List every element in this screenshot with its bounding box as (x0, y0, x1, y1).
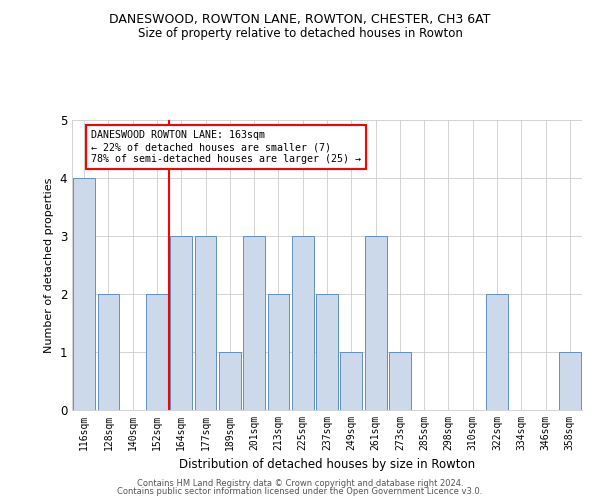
Bar (559, 352, 581, 410)
Bar (268, 294, 289, 410)
Bar (97, 294, 119, 410)
Bar (365, 236, 386, 410)
Y-axis label: Number of detached properties: Number of detached properties (44, 178, 54, 352)
Text: DANESWOOD, ROWTON LANE, ROWTON, CHESTER, CH3 6AT: DANESWOOD, ROWTON LANE, ROWTON, CHESTER,… (109, 12, 491, 26)
Bar (389, 352, 411, 410)
Text: Contains HM Land Registry data © Crown copyright and database right 2024.: Contains HM Land Registry data © Crown c… (137, 478, 463, 488)
Bar (170, 236, 192, 410)
Bar (219, 352, 241, 410)
Bar (292, 236, 314, 410)
Bar (146, 294, 168, 410)
Bar (243, 236, 265, 410)
Bar (340, 352, 362, 410)
Bar (316, 294, 338, 410)
Bar (73, 178, 95, 410)
Text: Size of property relative to detached houses in Rowton: Size of property relative to detached ho… (137, 28, 463, 40)
X-axis label: Distribution of detached houses by size in Rowton: Distribution of detached houses by size … (179, 458, 475, 471)
Bar (486, 294, 508, 410)
Text: Contains public sector information licensed under the Open Government Licence v3: Contains public sector information licen… (118, 488, 482, 496)
Bar (194, 236, 217, 410)
Text: DANESWOOD ROWTON LANE: 163sqm
← 22% of detached houses are smaller (7)
78% of se: DANESWOOD ROWTON LANE: 163sqm ← 22% of d… (91, 130, 361, 164)
